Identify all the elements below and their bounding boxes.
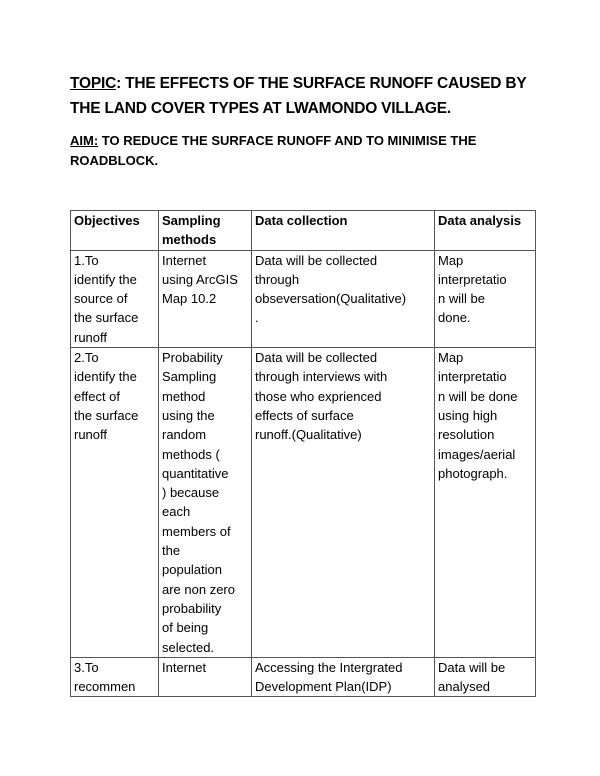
header-objectives: Objectives — [70, 210, 159, 251]
topic-label: TOPIC — [70, 75, 117, 92]
header-data-analysis: Data analysis — [434, 210, 536, 251]
table-row: 1.To identify the source of the surface … — [70, 249, 536, 349]
topic-heading: TOPIC: THE EFFECTS OF THE SURFACE RUNOFF… — [70, 71, 540, 121]
cell-sampling: Internet — [158, 656, 252, 698]
header-sampling-methods: Sampling methods — [158, 210, 252, 251]
table-header-row: Objectives Sampling methods Data collect… — [70, 210, 536, 251]
cell-analysis: Data will be analysed — [434, 656, 536, 698]
aim-heading: AIM: TO REDUCE THE SURFACE RUNOFF AND TO… — [70, 131, 540, 171]
topic-text: : THE EFFECTS OF THE SURFACE RUNOFF CAUS… — [70, 75, 527, 117]
cell-sampling: Internet using ArcGIS Map 10.2 — [158, 249, 252, 349]
cell-objective: 2.To identify the effect of the surface … — [70, 347, 159, 658]
table-row: 3.To recommen Internet Accessing the Int… — [70, 656, 536, 698]
cell-sampling: Probability Sampling method using the ra… — [158, 347, 252, 658]
aim-label: AIM: — [70, 133, 99, 148]
cell-objective: 1.To identify the source of the surface … — [70, 249, 159, 349]
cell-collection: Data will be collected through obseversa… — [251, 249, 435, 349]
aim-text: TO REDUCE THE SURFACE RUNOFF AND TO MINI… — [70, 133, 477, 168]
cell-collection: Data will be collected through interview… — [251, 347, 435, 658]
table-row: 2.To identify the effect of the surface … — [70, 347, 536, 658]
methodology-table: Objectives Sampling methods Data collect… — [70, 210, 536, 698]
cell-objective: 3.To recommen — [70, 656, 159, 698]
cell-analysis: Map interpretatio n will be done. — [434, 249, 536, 349]
cell-collection: Accessing the Intergrated Development Pl… — [251, 656, 435, 698]
header-data-collection: Data collection — [251, 210, 435, 251]
cell-analysis: Map interpretatio n will be done using h… — [434, 347, 536, 658]
